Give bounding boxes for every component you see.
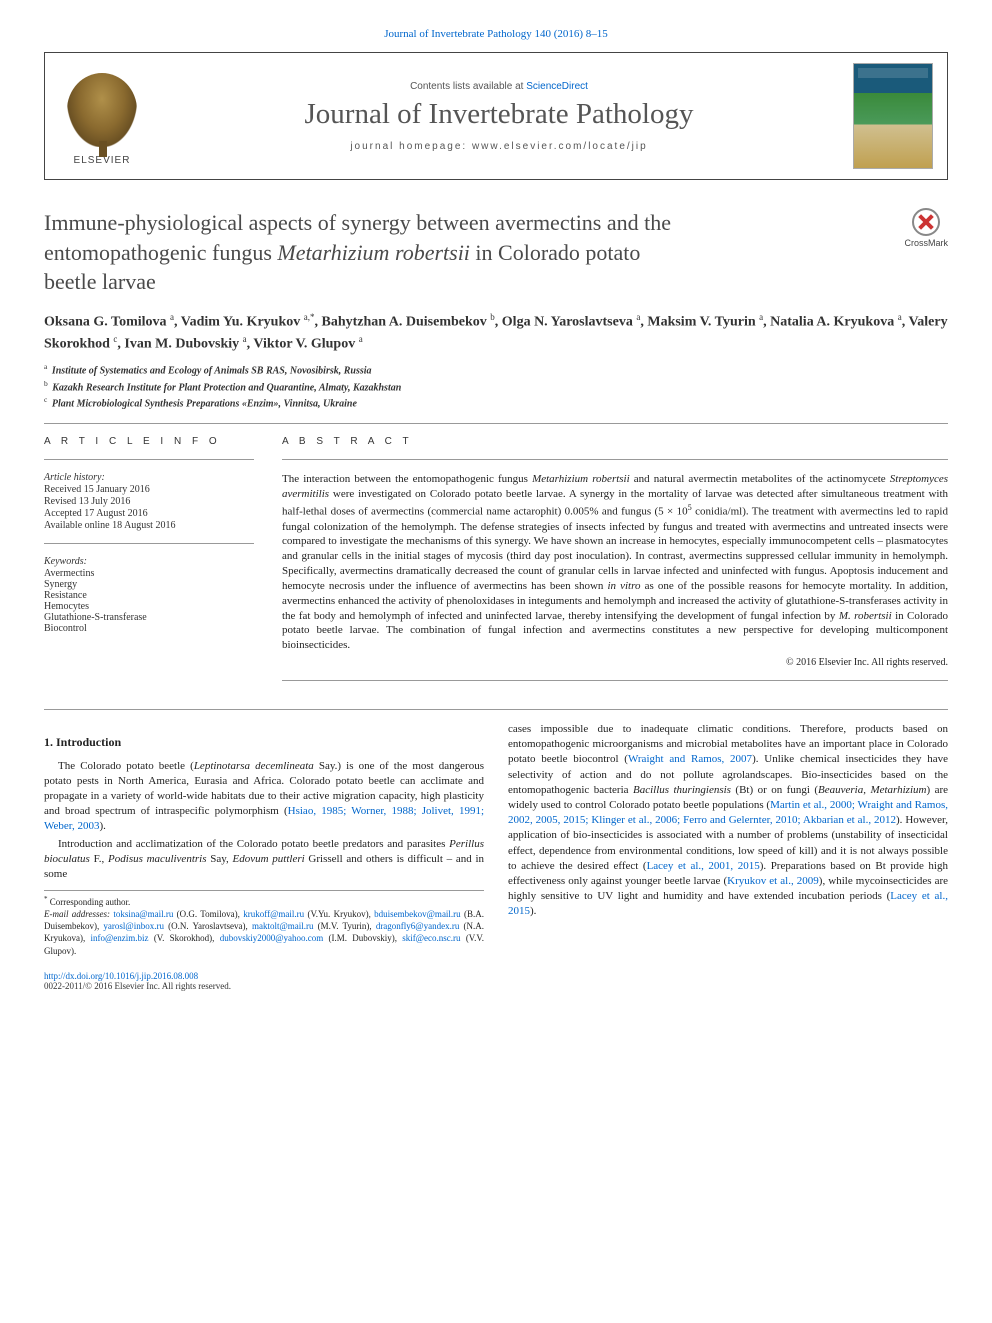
affiliation-b: b Kazakh Research Institute for Plant Pr…	[44, 379, 948, 395]
keyword: Avermectins	[44, 568, 254, 579]
article-info-header: A R T I C L E I N F O	[44, 436, 254, 447]
history-line: Available online 18 August 2016	[44, 520, 254, 531]
issn-copyright: 0022-2011/© 2016 Elsevier Inc. All right…	[44, 981, 231, 991]
homepage-prefix: journal homepage:	[350, 141, 472, 152]
title-line3: beetle larvae	[44, 269, 156, 294]
author-list: Oksana G. Tomilova a, Vadim Yu. Kryukov …	[44, 311, 948, 354]
article-title: Immune-physiological aspects of synergy …	[44, 208, 892, 297]
masthead-center: Contents lists available at ScienceDirec…	[159, 81, 839, 152]
emails-list: toksina@mail.ru (O.G. Tomilova), krukoff…	[44, 909, 484, 955]
journal-cover-thumb[interactable]	[853, 63, 933, 169]
affiliation-a: a Institute of Systematics and Ecology o…	[44, 362, 948, 378]
contents-prefix: Contents lists available at	[410, 81, 526, 92]
abstract-header: A B S T R A C T	[282, 436, 948, 447]
emails-line: E-mail addresses: toksina@mail.ru (O.G. …	[44, 908, 484, 957]
title-line2-pre: entomopathogenic fungus	[44, 240, 277, 265]
abstract-text: The interaction between the entomopathog…	[282, 472, 948, 653]
corresponding-author-note: * * Corresponding author.Corresponding a…	[44, 895, 484, 908]
body-paragraph: The Colorado potato beetle (Leptinotarsa…	[44, 759, 484, 835]
divider	[44, 709, 948, 710]
body-columns: 1. Introduction The Colorado potato beet…	[44, 722, 948, 957]
divider	[282, 459, 948, 460]
history-line: Received 15 January 2016	[44, 484, 254, 495]
homepage-line: journal homepage: www.elsevier.com/locat…	[159, 141, 839, 152]
divider	[44, 423, 948, 424]
keywords-header: Keywords:	[44, 556, 254, 567]
article-info-column: A R T I C L E I N F O Article history: R…	[44, 436, 254, 693]
title-block: Immune-physiological aspects of synergy …	[44, 208, 948, 297]
body-paragraph: cases impossible due to inadequate clima…	[508, 722, 948, 919]
affiliations: a Institute of Systematics and Ecology o…	[44, 362, 948, 411]
divider	[44, 459, 254, 460]
title-line2-post: in Colorado potato	[470, 240, 640, 265]
title-line1: Immune-physiological aspects of synergy …	[44, 210, 671, 235]
correspondence-box: * * Corresponding author.Corresponding a…	[44, 890, 484, 957]
abstract-column: A B S T R A C T The interaction between …	[282, 436, 948, 693]
masthead: ELSEVIER Contents lists available at Sci…	[44, 52, 948, 180]
keyword: Synergy	[44, 579, 254, 590]
keyword: Biocontrol	[44, 623, 254, 634]
page-footer: http://dx.doi.org/10.1016/j.jip.2016.08.…	[44, 971, 948, 991]
emails-label: E-mail addresses:	[44, 909, 110, 919]
body-paragraph: Introduction and acclimatization of the …	[44, 837, 484, 883]
history-line: Revised 13 July 2016	[44, 496, 254, 507]
info-abstract-row: A R T I C L E I N F O Article history: R…	[44, 436, 948, 693]
crossmark-badge[interactable]: CrossMark	[904, 208, 948, 297]
crossmark-icon	[912, 208, 940, 236]
sciencedirect-link[interactable]: ScienceDirect	[526, 81, 588, 92]
divider	[44, 543, 254, 544]
contents-line: Contents lists available at ScienceDirec…	[159, 81, 839, 92]
crossmark-label: CrossMark	[904, 238, 948, 248]
doi-link[interactable]: http://dx.doi.org/10.1016/j.jip.2016.08.…	[44, 971, 198, 981]
abstract-copyright: © 2016 Elsevier Inc. All rights reserved…	[282, 657, 948, 668]
keyword: Glutathione-S-transferase	[44, 612, 254, 623]
keyword: Resistance	[44, 590, 254, 601]
homepage-url[interactable]: www.elsevier.com/locate/jip	[472, 141, 648, 152]
divider	[282, 680, 948, 681]
title-species: Metarhizium robertsii	[277, 240, 470, 265]
elsevier-tree-icon	[67, 73, 137, 147]
history-line: Accepted 17 August 2016	[44, 508, 254, 519]
section-heading-intro: 1. Introduction	[44, 734, 484, 751]
history-header: Article history:	[44, 472, 254, 483]
elsevier-logo[interactable]: ELSEVIER	[59, 66, 145, 166]
affiliation-c: c Plant Microbiological Synthesis Prepar…	[44, 395, 948, 411]
journal-issue-link[interactable]: Journal of Invertebrate Pathology 140 (2…	[44, 28, 948, 40]
keyword: Hemocytes	[44, 601, 254, 612]
journal-name: Journal of Invertebrate Pathology	[159, 98, 839, 131]
